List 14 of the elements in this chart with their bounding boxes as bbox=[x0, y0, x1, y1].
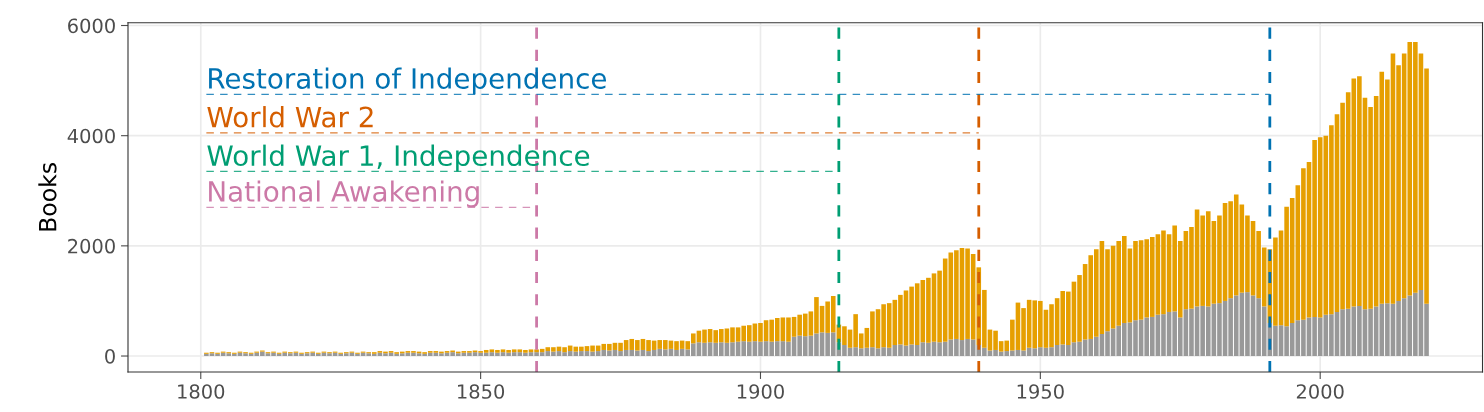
annotation: World War 1, Independence bbox=[207, 144, 590, 172]
x-tick-label: 2000 bbox=[1296, 384, 1344, 399]
y-tick-label: 0 bbox=[105, 348, 115, 364]
x-tick-label: 1800 bbox=[178, 384, 225, 399]
x-tick-label: 1850 bbox=[458, 384, 505, 399]
y-tick-label: 6000 bbox=[68, 18, 115, 34]
annotation: World War 2 bbox=[207, 106, 373, 128]
y-tick-label: 4000 bbox=[67, 128, 115, 144]
y-tick-label: 2000 bbox=[68, 238, 115, 254]
annotation: Restoration of Independence bbox=[209, 67, 606, 95]
x-tick-label: 1900 bbox=[737, 384, 784, 399]
x-tick-label: 1950 bbox=[1017, 384, 1064, 399]
y-axis-title: Books bbox=[38, 163, 57, 231]
annotation: National Awakening bbox=[209, 180, 479, 208]
